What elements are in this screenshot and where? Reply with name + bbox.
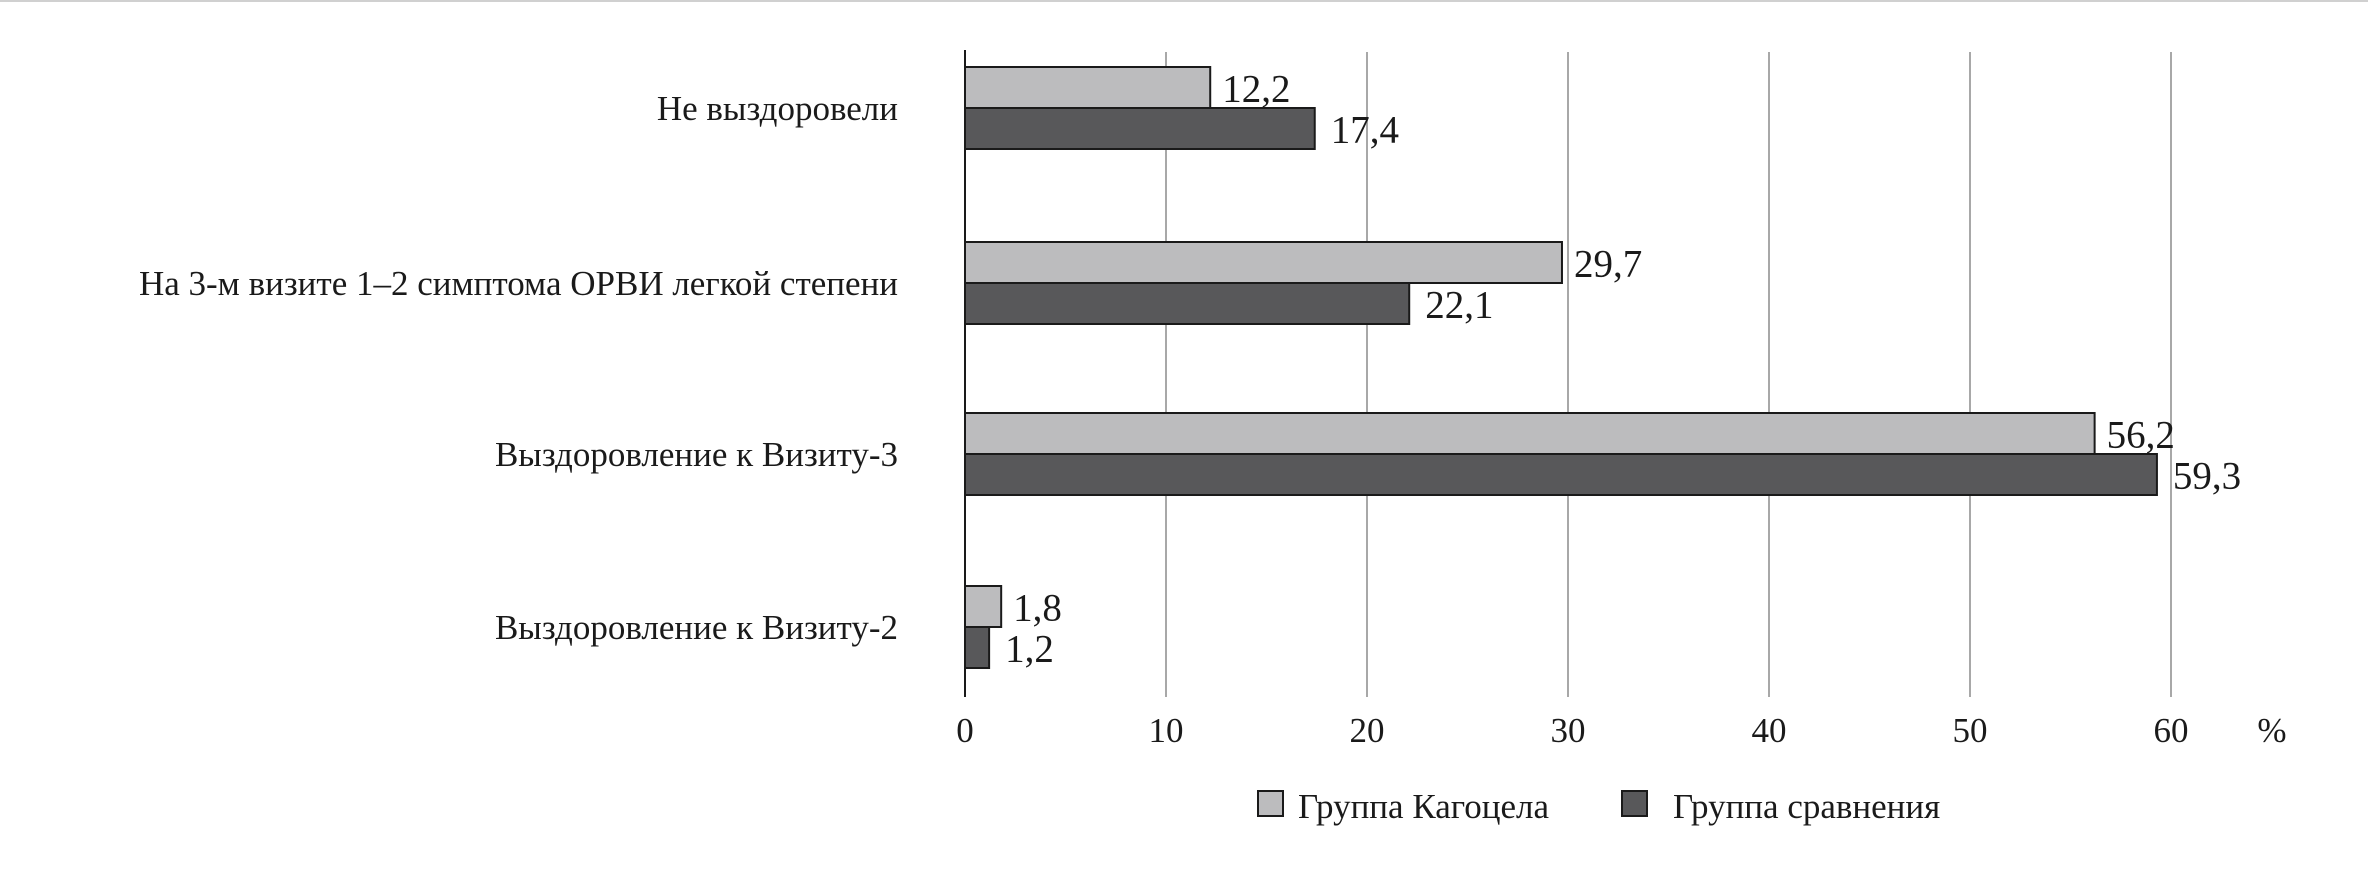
bar-kagocel — [964, 585, 1003, 628]
bars — [964, 66, 2158, 669]
category-label: Выздоровление к Визиту-2 — [495, 608, 898, 647]
grid-lines — [1165, 52, 2172, 697]
bar-value-label: 12,2 — [1222, 68, 1290, 111]
category-label: На 3-м визите 1–2 симптома ОРВИ легкой с… — [139, 264, 898, 303]
x-axis-unit: % — [2257, 711, 2286, 750]
x-axis-ticks: 0 10 20 30 40 50 60 — [956, 711, 2188, 750]
bar-value-label: 29,7 — [1574, 243, 1642, 286]
bar-comparison — [964, 282, 1411, 325]
bar-value-label: 56,2 — [2107, 414, 2175, 457]
x-tick-label: 60 — [2154, 711, 2189, 750]
legend-swatch-kagocel — [1257, 790, 1284, 817]
x-tick-label: 40 — [1752, 711, 1787, 750]
legend: Группа Кагоцела Группа сравнения — [1257, 787, 1940, 826]
legend-label-comparison: Группа сравнения — [1673, 787, 1940, 826]
bar-value-label: 22,1 — [1425, 284, 1493, 327]
bar-comparison — [964, 626, 991, 669]
bar-comparison — [964, 107, 1316, 150]
x-tick-label: 10 — [1149, 711, 1184, 750]
data-labels: 12,2 29,7 56,2 1,8 17,4 22,1 59,3 1,2 — [1005, 68, 2241, 671]
x-tick-label: 30 — [1551, 711, 1586, 750]
legend-swatch-comparison — [1621, 790, 1648, 817]
bar-kagocel — [964, 241, 1563, 284]
bar-comparison — [964, 453, 2158, 496]
x-tick-label: 50 — [1953, 711, 1988, 750]
bar-value-label: 59,3 — [2173, 455, 2241, 498]
category-label: Выздоровление к Визиту-3 — [495, 435, 898, 474]
bar-value-label: 17,4 — [1331, 109, 1399, 152]
x-tick-label: 0 — [956, 711, 974, 750]
category-label: Не выздоровели — [657, 89, 898, 128]
bar-value-label: 1,2 — [1005, 628, 1054, 671]
bar-value-label: 1,8 — [1013, 587, 1062, 630]
legend-label-kagocel: Группа Кагоцела — [1298, 787, 1549, 826]
bar-kagocel — [964, 66, 1212, 109]
x-tick-label: 20 — [1350, 711, 1385, 750]
category-labels: Не выздоровели На 3-м визите 1–2 симптома… — [139, 89, 898, 647]
bar-kagocel — [964, 412, 2096, 455]
